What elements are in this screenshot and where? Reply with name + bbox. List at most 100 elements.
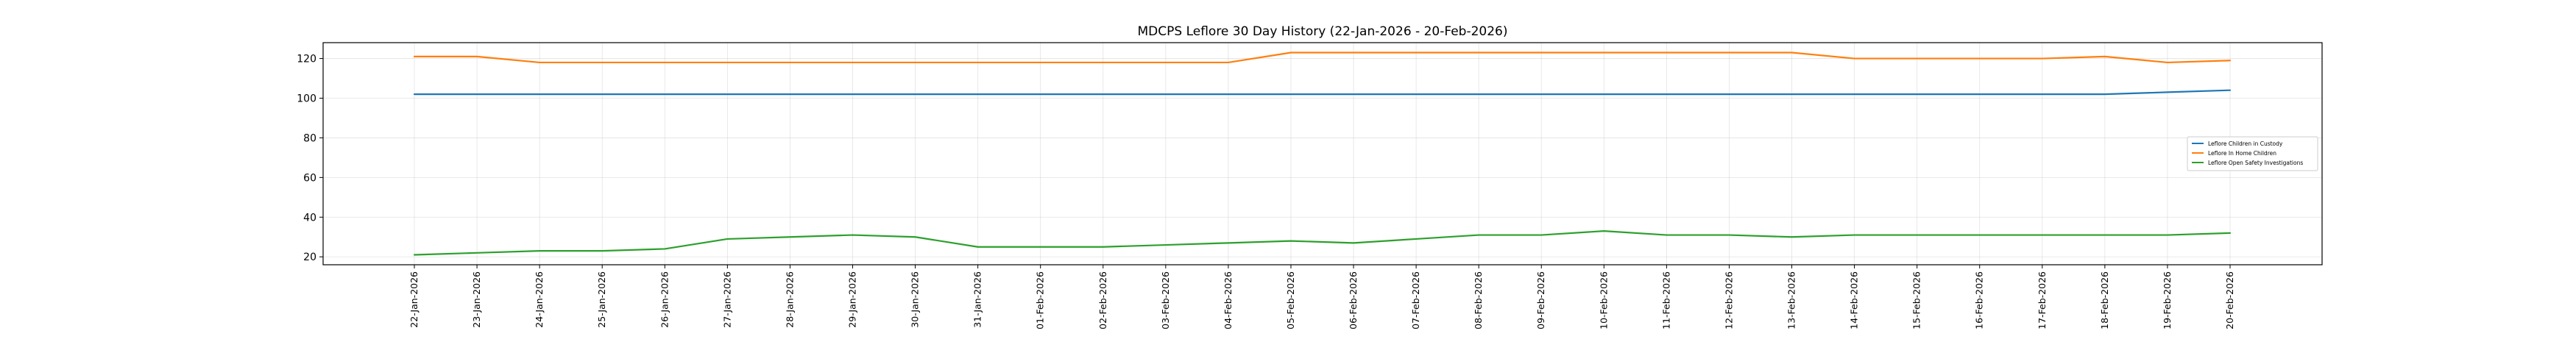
x-tick-label: 06-Feb-2026 — [1348, 271, 1359, 329]
series-1 — [413, 88, 2232, 96]
data-point — [1415, 93, 1418, 96]
data-point — [1602, 51, 1606, 54]
data-point — [1164, 243, 1167, 247]
x-tick-label: 24-Jan-2026 — [534, 271, 545, 328]
data-point — [1915, 233, 1919, 237]
x-tick-label: 30-Jan-2026 — [910, 271, 921, 328]
data-point — [2229, 59, 2232, 63]
y-tick-label: 120 — [297, 54, 316, 65]
x-tick-label: 28-Jan-2026 — [784, 271, 795, 328]
data-point — [1727, 93, 1731, 96]
series-line — [413, 89, 2232, 96]
data-point — [851, 233, 854, 237]
data-point — [1790, 93, 1794, 96]
x-tick-label: 01-Feb-2026 — [1035, 271, 1046, 329]
y-tick-label: 100 — [297, 93, 316, 105]
data-point — [475, 93, 479, 96]
y-tick-label: 40 — [303, 212, 316, 224]
data-point — [726, 237, 729, 240]
data-point — [2103, 54, 2106, 58]
data-point — [1289, 51, 1292, 54]
series-3 — [413, 230, 2232, 256]
data-point — [2165, 60, 2169, 64]
data-point — [788, 93, 792, 96]
data-point — [976, 245, 980, 249]
x-tick-label: 19-Feb-2026 — [2162, 271, 2173, 329]
series-2 — [413, 51, 2232, 64]
data-point — [2040, 93, 2044, 96]
data-point — [851, 93, 854, 96]
x-tick-label: 15-Feb-2026 — [1911, 271, 1922, 329]
data-point — [726, 60, 729, 64]
y-tick-label: 20 — [303, 252, 316, 263]
data-point — [1853, 233, 1856, 237]
data-point — [538, 249, 542, 253]
data-point — [2040, 57, 2044, 60]
data-point — [601, 93, 604, 96]
data-point — [1226, 93, 1230, 96]
data-point — [1853, 93, 1856, 96]
data-point — [1915, 57, 1919, 60]
data-point — [1665, 51, 1669, 54]
data-point — [1665, 93, 1669, 96]
data-point — [475, 54, 479, 58]
data-point — [1477, 93, 1481, 96]
x-tick-label: 09-Feb-2026 — [1535, 271, 1546, 329]
data-point — [1978, 93, 1981, 96]
x-tick-label: 29-Jan-2026 — [846, 271, 857, 328]
data-point — [976, 60, 980, 64]
data-point — [1164, 93, 1167, 96]
data-point — [1665, 233, 1669, 237]
data-point — [726, 93, 729, 96]
data-point — [1352, 51, 1356, 54]
data-point — [538, 93, 542, 96]
data-point — [1540, 51, 1543, 54]
y-tick-label: 80 — [303, 132, 316, 144]
data-point — [1727, 233, 1731, 237]
x-tick-label: 27-Jan-2026 — [721, 271, 732, 328]
data-point — [1038, 245, 1042, 249]
data-point — [538, 60, 542, 64]
data-point — [1915, 93, 1919, 96]
legend: Leflore Children in Custody Leflore In Ho… — [2187, 136, 2318, 171]
y-axis: 20 40 60 80 100 120 — [297, 54, 323, 263]
data-point — [1226, 60, 1230, 64]
data-point — [1101, 60, 1105, 64]
data-point — [2040, 233, 2044, 237]
data-point — [1164, 60, 1167, 64]
data-point — [1289, 93, 1292, 96]
data-point — [1540, 93, 1543, 96]
x-tick-label: 25-Jan-2026 — [596, 271, 607, 328]
data-point — [2103, 93, 2106, 96]
x-tick-label: 08-Feb-2026 — [1473, 271, 1484, 329]
data-point — [1101, 93, 1105, 96]
x-tick-label: 17-Feb-2026 — [2037, 271, 2048, 329]
data-point — [851, 60, 854, 64]
data-point — [1038, 93, 1042, 96]
x-tick-label: 14-Feb-2026 — [1849, 271, 1860, 329]
data-point — [413, 54, 417, 58]
x-tick-label: 07-Feb-2026 — [1410, 271, 1421, 329]
data-point — [1226, 241, 1230, 245]
data-point — [913, 60, 917, 64]
data-point — [1540, 233, 1543, 237]
data-point — [1853, 57, 1856, 60]
data-point — [1352, 93, 1356, 96]
data-point — [663, 247, 667, 251]
data-point — [1352, 241, 1356, 245]
x-tick-label: 18-Feb-2026 — [2099, 271, 2110, 329]
y-tick-label: 60 — [303, 172, 316, 184]
data-point — [1727, 51, 1731, 54]
data-point — [1477, 233, 1481, 237]
x-tick-label: 26-Jan-2026 — [659, 271, 670, 328]
data-point — [2229, 231, 2232, 235]
data-point — [2103, 233, 2106, 237]
x-tick-label: 16-Feb-2026 — [1974, 271, 1985, 329]
data-point — [2229, 88, 2232, 92]
chart-title: MDCPS Leflore 30 Day History (22-Jan-202… — [1138, 24, 1508, 39]
data-point — [663, 60, 667, 64]
data-point — [601, 249, 604, 253]
x-tick-label: 04-Feb-2026 — [1222, 271, 1234, 329]
grid-lines — [323, 43, 2322, 265]
